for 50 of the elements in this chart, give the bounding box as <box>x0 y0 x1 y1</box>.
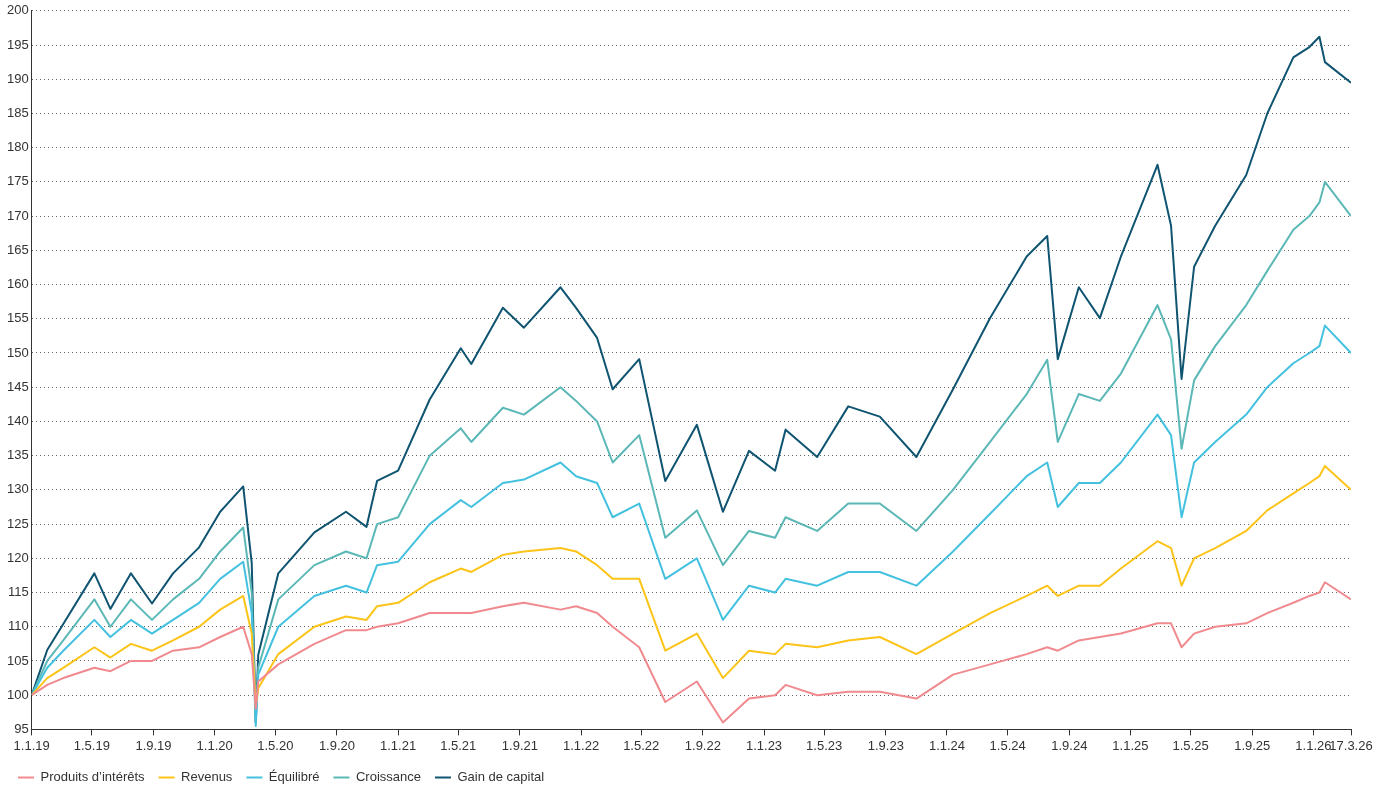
y-tick-label: 170 <box>6 207 29 223</box>
y-tick-label: 125 <box>6 515 29 531</box>
x-tick-label: 1.9.23 <box>867 737 904 753</box>
x-tick-label: 1.5.24 <box>989 737 1026 753</box>
y-tick-label: 195 <box>6 36 29 52</box>
x-tick-label: 17.3.26 <box>1329 737 1373 753</box>
y-tick-label: 95 <box>14 720 29 736</box>
legend-label: Gain de capital <box>457 769 545 785</box>
x-tick-label: 1.9.21 <box>501 737 538 753</box>
y-tick-label: 180 <box>6 139 29 155</box>
y-tick-label: 140 <box>6 413 29 429</box>
x-tick-label: 1.1.20 <box>196 737 233 753</box>
legend-label: Revenus <box>181 769 233 785</box>
x-tick-label: 1.1.25 <box>1112 737 1149 753</box>
y-tick-label: 115 <box>7 584 29 600</box>
x-tick-label: 1.9.25 <box>1234 737 1271 753</box>
x-tick-label: 1.9.22 <box>684 737 721 753</box>
legend-label: Équilibré <box>268 769 320 785</box>
y-tick-label: 150 <box>6 344 29 360</box>
x-tick-label: 1.1.19 <box>13 737 50 753</box>
y-tick-label: 200 <box>6 2 29 18</box>
legend-label: Produits d’intérêts <box>40 769 146 785</box>
x-tick-label: 1.9.20 <box>318 737 356 753</box>
x-tick-label: 1.1.23 <box>745 737 783 753</box>
y-tick-label: 135 <box>6 447 29 463</box>
y-tick-label: 100 <box>6 686 29 702</box>
y-tick-label: 130 <box>6 481 29 497</box>
x-tick-label: 1.9.24 <box>1051 737 1088 753</box>
x-tick-label: 1.9.19 <box>135 737 172 753</box>
x-tick-label: 1.5.25 <box>1172 737 1209 753</box>
y-tick-label: 175 <box>6 173 29 189</box>
x-tick-label: 1.5.19 <box>73 737 110 753</box>
x-tick-label: 1.5.23 <box>806 737 843 753</box>
legend-label: Croissance <box>355 769 421 785</box>
x-tick-label: 1.1.24 <box>928 737 966 753</box>
y-tick-label: 165 <box>6 241 29 257</box>
y-tick-label: 190 <box>6 70 29 86</box>
x-tick-label: 1.1.26 <box>1295 737 1332 753</box>
x-tick-label: 1.5.20 <box>257 737 294 753</box>
x-tick-label: 1.5.22 <box>623 737 660 753</box>
y-tick-label: 155 <box>6 310 29 326</box>
y-tick-label: 160 <box>6 276 29 292</box>
y-tick-label: 120 <box>6 549 29 565</box>
y-tick-label: 145 <box>6 378 29 394</box>
y-tick-label: 105 <box>6 652 29 668</box>
x-tick-label: 1.1.22 <box>562 737 600 753</box>
y-tick-label: 110 <box>7 618 29 634</box>
y-tick-label: 185 <box>6 105 29 121</box>
x-tick-label: 1.1.21 <box>380 737 417 753</box>
x-tick-label: 1.5.21 <box>440 737 477 753</box>
